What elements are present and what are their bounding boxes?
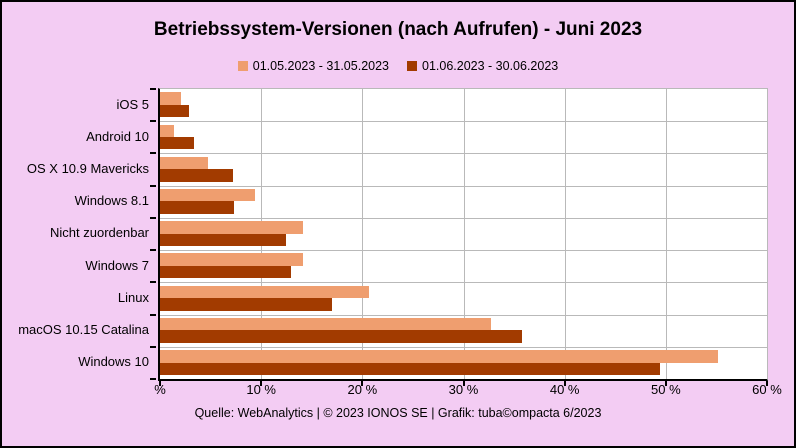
x-axis-tick-label: 40 %: [549, 382, 580, 397]
bar-may: [160, 92, 182, 105]
category-row: [160, 282, 767, 314]
x-axis-tick-label: %: [154, 382, 166, 397]
bar-may: [160, 221, 303, 234]
bar-may: [160, 317, 491, 331]
x-axis-tick-label: 30 %: [448, 382, 479, 397]
category-label: macOS 10.15 Catalina: [18, 322, 149, 338]
category-row: [160, 347, 767, 379]
y-axis-tick: [150, 249, 156, 252]
x-axis-tick: [159, 381, 161, 386]
y-axis-tick: [150, 120, 156, 123]
horizontal-gridline: [160, 346, 767, 348]
category-label: Windows 7: [85, 257, 149, 273]
x-axis-labels: % 10 % 20 % 30 % 40 % 50 % 60 %: [2, 382, 794, 398]
bar-may: [160, 156, 208, 170]
horizontal-gridline: [160, 314, 767, 316]
bar-may: [160, 189, 256, 202]
x-axis-tick-label: 60 %: [752, 382, 782, 397]
category-row: [160, 89, 767, 121]
x-axis-tick-label: 10 %: [246, 382, 276, 397]
category-label: iOS 5: [116, 96, 149, 112]
legend-color-swatch: [407, 61, 417, 71]
legend-item: 01.06.2023 - 30.06.2023: [407, 59, 558, 73]
category-label: Nicht zuordenbar: [50, 225, 149, 241]
y-axis-tick: [150, 88, 156, 90]
category-row: [160, 153, 767, 185]
legend-label: 01.05.2023 - 31.05.2023: [252, 59, 389, 73]
y-axis-tick: [150, 216, 156, 219]
y-axis-tick: [150, 152, 156, 155]
bar-june: [160, 265, 291, 279]
plot-area: [150, 88, 768, 386]
horizontal-gridline: [160, 282, 767, 284]
category-label: OS X 10.9 Mavericks: [26, 161, 149, 177]
category-label: Android 10: [86, 128, 149, 144]
horizontal-gridline: [160, 250, 767, 252]
y-axis-tick: [150, 184, 156, 187]
x-axis-tick: [462, 381, 465, 386]
x-axis-tick-label: 20 %: [347, 382, 378, 397]
bar-june: [160, 330, 523, 343]
y-axis-tick: [150, 313, 156, 316]
bar-june: [160, 233, 287, 247]
legend-item: 01.05.2023 - 31.05.2023: [237, 59, 389, 73]
y-axis-tick: [150, 378, 156, 380]
category-row: [160, 315, 767, 347]
bar-june: [160, 298, 332, 311]
horizontal-gridline: [160, 217, 767, 219]
legend-label: 01.06.2023 - 30.06.2023: [422, 59, 559, 73]
y-axis-tick: [150, 345, 156, 348]
category-label: Windows 10: [78, 354, 149, 370]
category-row: [160, 121, 767, 153]
horizontal-gridline: [160, 153, 767, 155]
x-axis-tick: [664, 381, 667, 386]
footer-caption: Quelle: WebAnalytics | © 2023 IONOS SE |…: [194, 406, 602, 420]
category-row: [160, 250, 767, 282]
horizontal-gridline: [160, 185, 767, 187]
bar-may: [160, 285, 370, 299]
bar-june: [160, 201, 234, 214]
y-axis-tick: [150, 281, 156, 284]
legend-color-swatch: [237, 61, 248, 71]
chart-title: Betriebssystem-Versionen (nach Aufrufen)…: [153, 19, 643, 40]
bar-may: [160, 350, 719, 363]
category-labels: iOS 5 Android 10 OS X 10.9 Mavericks Window…: [2, 88, 149, 378]
bar-june: [160, 104, 190, 118]
vertical-gridline: [665, 89, 667, 379]
bar-may: [160, 253, 303, 266]
bar-june: [160, 137, 195, 150]
category-label: Windows 8.1: [74, 193, 149, 209]
x-axis-tick: [361, 381, 364, 386]
bar-june: [160, 169, 233, 182]
horizontal-gridline: [160, 121, 767, 123]
x-axis-tick-label: 50 %: [651, 382, 681, 397]
legend: 01.05.2023 - 31.05.2023 01.06.2023 - 30.0…: [2, 59, 794, 73]
bar-june: [160, 362, 660, 375]
category-row: [160, 218, 767, 250]
x-axis-tick: [563, 381, 566, 386]
bar-may: [160, 124, 175, 137]
category-row: [160, 186, 767, 218]
x-axis-tick: [260, 381, 263, 386]
category-label: Linux: [117, 289, 149, 305]
x-axis-tick: [766, 381, 768, 386]
vertical-gridline: [463, 89, 465, 379]
vertical-gridline: [564, 89, 566, 379]
vertical-gridline: [362, 89, 364, 379]
